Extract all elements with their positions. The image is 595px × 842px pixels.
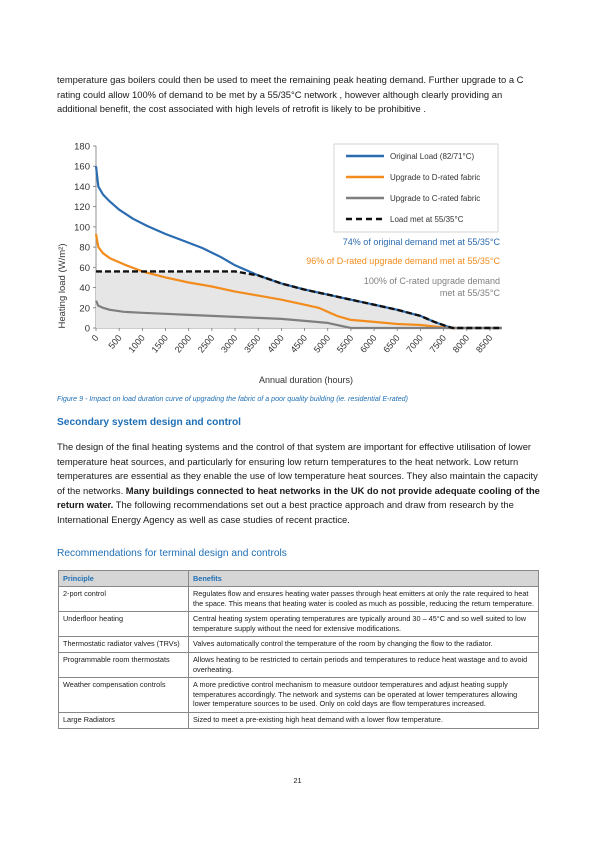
recommendations-heading: Recommendations for terminal design and … [57,548,287,559]
benefit-cell: Regulates flow and ensures heating water… [188,585,539,613]
principle-cell: Programmable room thermostats [58,651,189,679]
header-benefits: Benefits [188,570,539,587]
x-tick-label: 8500 [474,333,495,355]
table-row: Large Radiators Sized to meet a pre-exist… [58,711,539,729]
x-tick-label: 0 [90,333,101,343]
benefit-cell: Sized to meet a pre-existing high heat d… [188,711,539,729]
y-tick-label: 180 [74,142,90,153]
series-line [94,233,502,330]
load-met-area [96,271,502,328]
body-text-part2: The following recommendations set out a … [57,499,514,525]
y-tick-label: 140 [74,182,90,193]
y-tick-label: 120 [74,202,90,213]
legend-entry: Original Load (82/71°C) [390,152,474,161]
series-line [96,270,502,330]
y-tick-label: 80 [79,243,90,254]
body-paragraph: The design of the final heating systems … [57,440,542,528]
x-tick-label: 7000 [404,333,425,355]
x-axis-label: Annual duration (hours) [259,375,353,385]
y-tick-label: 40 [79,283,90,294]
principle-cell: Weather compensation controls [58,677,189,713]
x-tick-label: 5000 [312,333,333,355]
annotation-c-rated: 100% of C-rated upgrade demand [364,276,500,286]
principle-cell: Thermostatic radiator valves (TRVs) [58,636,189,653]
table-header-row: Principle Benefits [58,570,539,587]
page-number: 21 [293,776,302,785]
x-tick-label: 5500 [335,333,356,355]
x-tick-label: 4000 [265,333,286,355]
series-line [94,300,502,330]
table-row: Weather compensation controls A more pred… [58,677,539,713]
x-tick-label: 3500 [242,333,263,355]
body-text-bold: Many buildings connected to heat network… [57,484,540,511]
table-row: Programmable room thermostats Allows heat… [58,651,539,679]
x-tick-label: 6500 [381,333,402,355]
legend-entry: Upgrade to C-rated fabric [390,194,480,203]
x-tick-label: 500 [106,333,123,351]
y-tick-label: 20 [79,303,90,314]
recommendations-table: Principle Benefits 2-port control Regulat… [58,570,539,729]
benefit-cell: Valves automatically control the tempera… [188,636,539,653]
x-tick-label: 2500 [196,333,217,355]
principle-cell: 2-port control [58,585,189,613]
y-tick-label: 160 [74,162,90,173]
figure-caption: Figure 9 - Impact on load duration curve… [57,395,408,403]
load-duration-chart: 0 20 40 60 80 100 120 140 160 180 0 500 1000 1500 200… [57,142,502,385]
benefit-cell: Allows heating to be restricted to certa… [188,651,539,679]
legend-box [333,143,499,233]
x-tick-label: 7500 [428,333,449,355]
principle-cell: Large Radiators [58,711,189,729]
table-row: Underfloor heating Central heating system… [58,611,539,638]
x-tick-label: 3000 [219,333,240,355]
table-row: Thermostatic radiator valves (TRVs) Valve… [58,636,539,653]
annotation-original: 74% of original demand met at 55/35°C [343,237,501,247]
x-tick-label: 6000 [358,333,379,355]
y-axis-label: Heating load (W/m²) [57,244,68,329]
chart-legend: Original Load (82/71°C) Upgrade to D-rate… [333,143,499,233]
y-tick-label: 0 [85,324,90,335]
benefit-cell: Central heating system operating tempera… [188,611,539,638]
y-axis-ticks: 0 20 40 60 80 100 120 140 160 180 [74,142,96,335]
table-row: 2-port control Regulates flow and ensures… [58,585,539,613]
x-tick-label: 1000 [126,333,147,355]
benefit-cell: A more predictive control mechanism to m… [188,677,539,713]
chart-annotations: 74% of original demand met at 55/35°C 96%… [306,237,500,298]
x-tick-label: 2000 [173,333,194,355]
plot-area [94,146,502,330]
annotation-c-rated: met at 55/35°C [440,288,501,298]
section-heading: Secondary system design and control [57,417,241,428]
x-axis-ticks: 0 500 1000 1500 2000 2500 3000 3500 4000 4500 5000… [90,328,495,355]
intro-paragraph: temperature gas boilers could then be us… [57,74,524,115]
legend-entry: Upgrade to D-rated fabric [390,173,480,182]
header-principle: Principle [58,570,189,587]
legend-entry: Load met at 55/35°C [390,215,464,224]
principle-cell: Underfloor heating [58,611,189,638]
x-tick-label: 8000 [451,333,472,355]
x-tick-label: 4500 [289,333,310,355]
y-tick-label: 100 [74,222,90,233]
annotation-d-rated: 96% of D-rated upgrade demand met at 55/… [306,256,500,266]
x-tick-label: 1500 [150,333,171,355]
body-text-part1: The design of the final heating systems … [57,441,538,496]
y-tick-label: 60 [79,263,90,274]
